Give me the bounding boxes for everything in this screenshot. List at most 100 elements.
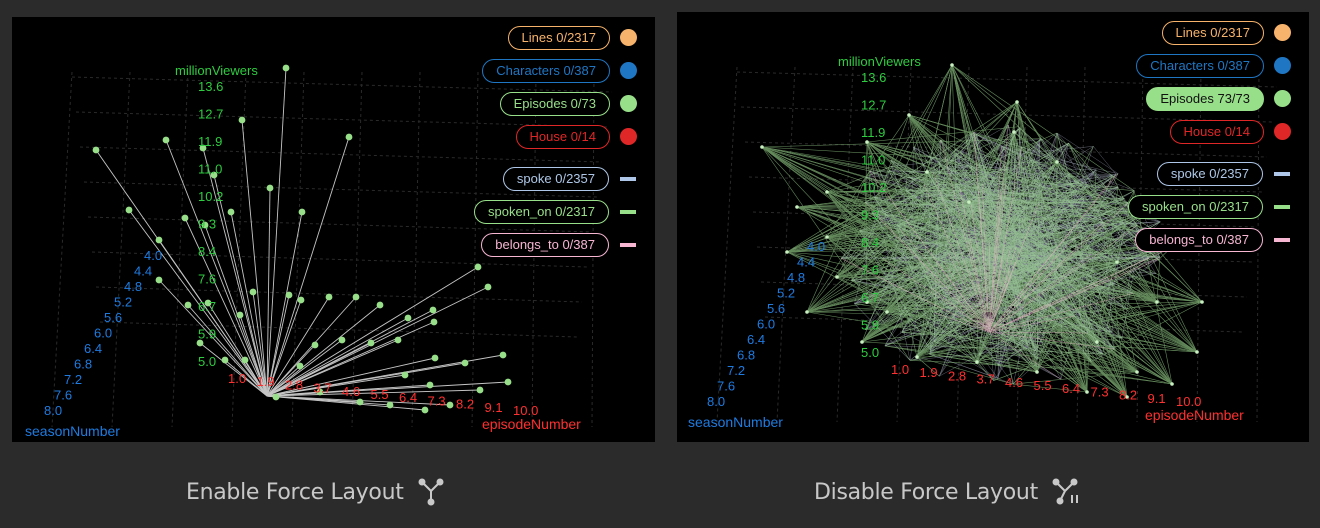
legend-filter-toggle[interactable]: spoke 0/2357 bbox=[502, 166, 609, 191]
edge bbox=[1021, 143, 1069, 212]
edge bbox=[826, 191, 883, 259]
episode-node bbox=[285, 291, 293, 299]
legend-item[interactable]: belongs_to 0/387 bbox=[481, 228, 637, 261]
edge bbox=[1001, 138, 1041, 147]
x-axis-label: episodeNumber bbox=[482, 416, 581, 432]
legend-item[interactable]: House 0/14 bbox=[1169, 115, 1291, 148]
episode-node bbox=[352, 293, 360, 301]
edge bbox=[908, 114, 927, 224]
legend-item[interactable]: Episodes 0/73 bbox=[499, 87, 637, 120]
z-axis-tick: 4.0 bbox=[807, 239, 825, 254]
edge bbox=[786, 202, 1129, 253]
legend-filter-toggle[interactable]: spoke 0/2357 bbox=[1156, 161, 1263, 186]
edge bbox=[266, 296, 330, 397]
z-axis-tick: 6.0 bbox=[94, 326, 112, 341]
legend-filter-toggle[interactable]: Characters 0/387 bbox=[482, 58, 610, 83]
edge bbox=[1001, 146, 1158, 303]
edge bbox=[1002, 211, 1148, 260]
legend-item[interactable]: Characters 0/387 bbox=[1136, 49, 1291, 82]
edge-color-swatch bbox=[1274, 204, 1290, 209]
episode-node bbox=[885, 310, 889, 314]
legend-item[interactable]: Characters 0/387 bbox=[482, 54, 637, 87]
edge bbox=[1016, 101, 1039, 265]
legend-filter-toggle[interactable]: Episodes 0/73 bbox=[499, 91, 610, 116]
legend-filter-toggle[interactable]: belongs_to 0/387 bbox=[1135, 227, 1263, 252]
edge bbox=[761, 146, 1028, 349]
edge bbox=[884, 345, 1038, 373]
enable-force-layout-button[interactable]: Enable Force Layout bbox=[186, 478, 444, 506]
y-axis-tick: 12.7 bbox=[198, 107, 223, 122]
x-axis-tick: 2.8 bbox=[285, 377, 303, 392]
y-axis-tick: 6.7 bbox=[861, 290, 879, 305]
edge bbox=[806, 276, 950, 313]
graph-view-static[interactable]: 13.6 12.7 11.9 11.0 10.2 9.3 8.4 7.6 6.7 5.9 5.0 mi… bbox=[12, 17, 655, 442]
x-axis-tick: 10.0 bbox=[1176, 394, 1201, 409]
edge bbox=[826, 191, 1055, 256]
z-axis-tick: 4.8 bbox=[787, 270, 805, 285]
edge bbox=[988, 220, 1203, 303]
graph-canvas[interactable]: 13.6 12.7 11.9 11.0 10.2 9.3 8.4 7.6 6.7 5.9 5.0 mi… bbox=[677, 12, 1309, 442]
edge bbox=[866, 184, 957, 303]
edge bbox=[266, 294, 290, 397]
edge bbox=[938, 197, 1198, 353]
grid-line bbox=[99, 321, 578, 338]
edge bbox=[851, 224, 998, 281]
legend-item[interactable]: Lines 0/2317 bbox=[1161, 16, 1291, 49]
y-axis-tick: 11.0 bbox=[198, 162, 222, 177]
graph-canvas[interactable]: 13.6 12.7 11.9 11.0 10.2 9.3 8.4 7.6 6.7 5.9 5.0 mi… bbox=[12, 17, 655, 442]
edge-color-swatch bbox=[1274, 171, 1290, 176]
y-axis-tick: 13.6 bbox=[861, 70, 886, 85]
legend-item[interactable]: spoke 0/2357 bbox=[1156, 157, 1291, 190]
legend-item[interactable]: belongs_to 0/387 bbox=[1135, 223, 1291, 256]
edge bbox=[933, 172, 990, 333]
legend-item[interactable]: Episodes 73/73 bbox=[1146, 82, 1291, 115]
legend-filter-toggle[interactable]: spoken_on 0/2317 bbox=[1128, 194, 1263, 219]
edge bbox=[988, 146, 1022, 333]
belongs-to-edges bbox=[840, 125, 1164, 380]
legend-filter-toggle[interactable]: Episodes 73/73 bbox=[1146, 86, 1264, 111]
legend-filter-toggle[interactable]: Lines 0/2317 bbox=[507, 25, 610, 50]
edge bbox=[840, 257, 1203, 303]
legend-filter-toggle[interactable]: belongs_to 0/387 bbox=[481, 232, 609, 257]
edge bbox=[988, 331, 1115, 350]
x-axis-tick: 7.3 bbox=[428, 393, 446, 408]
z-axis-label: seasonNumber bbox=[688, 414, 783, 430]
edge bbox=[786, 204, 972, 253]
edge bbox=[1061, 211, 1148, 261]
graph-view-force[interactable]: 13.6 12.7 11.9 11.0 10.2 9.3 8.4 7.6 6.7 5.9 5.0 mi… bbox=[677, 12, 1309, 442]
legend-item[interactable]: spoke 0/2357 bbox=[502, 162, 637, 195]
legend-item[interactable]: Lines 0/2317 bbox=[507, 21, 637, 54]
grid-line bbox=[1076, 66, 1086, 423]
edge bbox=[940, 139, 970, 203]
disable-force-layout-button[interactable]: Disable Force Layout bbox=[814, 478, 1082, 506]
edge bbox=[266, 136, 350, 397]
edge bbox=[951, 64, 1135, 191]
legend-filter-toggle[interactable]: House 0/14 bbox=[515, 124, 610, 149]
y-axis-tick: 11.9 bbox=[861, 125, 885, 140]
edge bbox=[864, 253, 943, 333]
x-axis-tick: 5.5 bbox=[371, 387, 389, 402]
y-axis-tick: 5.0 bbox=[861, 345, 879, 360]
grid-line bbox=[531, 71, 537, 428]
legend-item[interactable]: spoken_on 0/2317 bbox=[474, 195, 637, 228]
edge bbox=[826, 191, 885, 275]
episode-node bbox=[404, 314, 412, 322]
edge bbox=[982, 183, 1173, 385]
legend-filter-toggle[interactable]: spoken_on 0/2317 bbox=[474, 199, 609, 224]
episode-node bbox=[915, 355, 919, 359]
legend-filter-toggle[interactable]: Characters 0/387 bbox=[1136, 53, 1264, 78]
edge bbox=[806, 164, 969, 313]
legend-item[interactable]: spoken_on 0/2317 bbox=[1128, 190, 1291, 223]
legend-filter-toggle[interactable]: Lines 0/2317 bbox=[1161, 20, 1264, 45]
edge bbox=[908, 114, 931, 157]
edge bbox=[948, 301, 1203, 344]
edge bbox=[988, 146, 1002, 333]
legend-filter-toggle[interactable]: House 0/14 bbox=[1169, 119, 1264, 144]
disable-force-layout-label: Disable Force Layout bbox=[814, 479, 1038, 505]
z-axis-tick: 7.6 bbox=[54, 388, 72, 403]
x-axis-tick: 8.2 bbox=[1119, 388, 1137, 403]
edge bbox=[761, 138, 1041, 148]
episode-node bbox=[210, 171, 218, 179]
edge bbox=[931, 287, 990, 333]
legend-item[interactable]: House 0/14 bbox=[515, 120, 637, 153]
